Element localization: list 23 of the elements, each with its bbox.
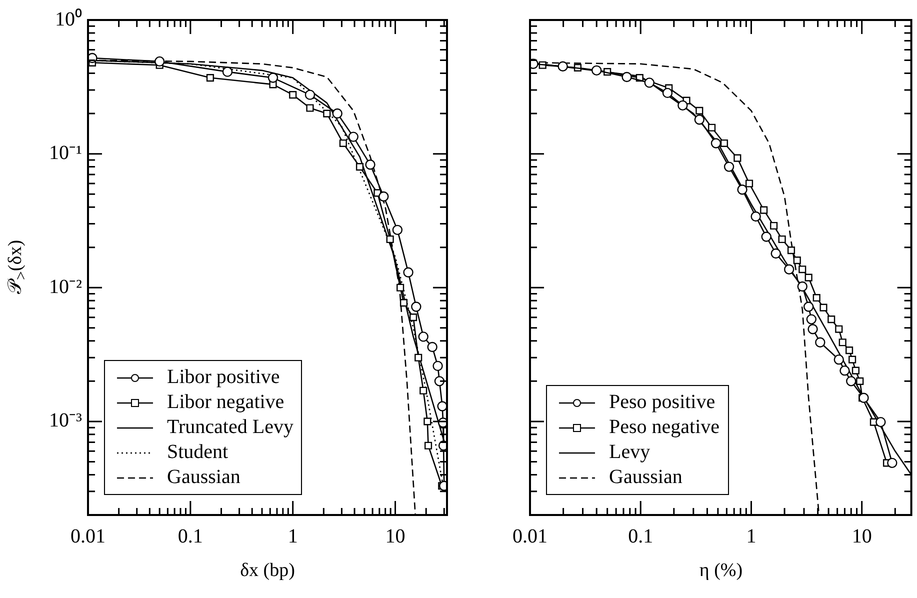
x-axis-title: η (%) bbox=[699, 560, 743, 582]
legend-label: Peso negative bbox=[609, 415, 720, 440]
x-tick-label: 10 bbox=[385, 525, 406, 548]
legend-label: Gaussian bbox=[609, 465, 682, 490]
y-tick-label: 10⁻³ bbox=[49, 410, 82, 432]
legend-label: Libor negative bbox=[167, 390, 284, 415]
x-tick-label: 0.01 bbox=[70, 525, 106, 548]
legend-label: Truncated Levy bbox=[167, 415, 294, 440]
legend-label: Peso positive bbox=[609, 390, 716, 415]
legend-label: Student bbox=[167, 440, 228, 465]
y-tick-label: 10⁻² bbox=[49, 276, 82, 298]
x-tick-label: 0.1 bbox=[628, 525, 654, 548]
legend-label: Gaussian bbox=[167, 465, 240, 490]
x-tick-label: 1 bbox=[746, 525, 756, 548]
y-tick-label: 10⁰ bbox=[55, 7, 82, 30]
legend-label: Libor positive bbox=[167, 365, 280, 390]
y-tick-label: 10⁻¹ bbox=[49, 142, 82, 164]
x-tick-label: 1 bbox=[288, 525, 298, 548]
legend-label: Levy bbox=[609, 440, 650, 465]
x-tick-label: 10 bbox=[852, 525, 872, 548]
x-axis-title: δx (bp) bbox=[240, 560, 295, 582]
x-tick-label: 0.1 bbox=[178, 525, 203, 548]
x-tick-label: 0.01 bbox=[512, 525, 548, 548]
